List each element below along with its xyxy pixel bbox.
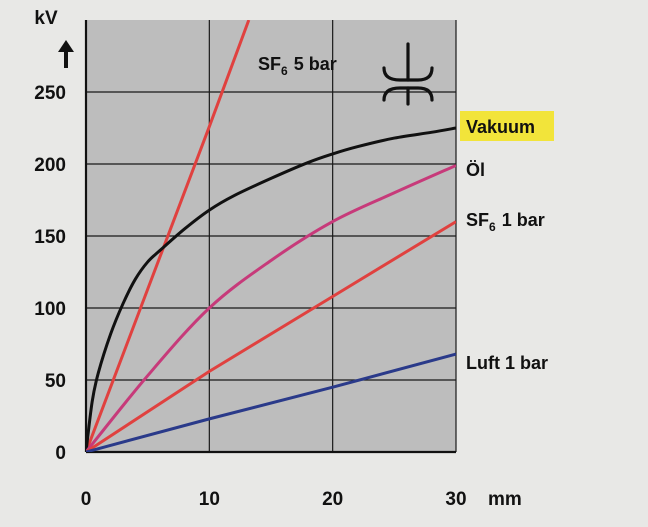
- series-label-highlight: [460, 111, 554, 141]
- y-tick-label: 50: [45, 371, 66, 392]
- series-line-sf6-5-bar: [86, 20, 251, 452]
- series-line-sf6-1-bar: [86, 220, 456, 452]
- series-line-vakuum: [86, 126, 456, 452]
- x-unit-label: mm: [488, 489, 522, 510]
- y-unit-label: kV: [34, 8, 58, 29]
- series-line-luft-1-bar: [86, 352, 456, 452]
- x-tick-label: 20: [322, 489, 343, 510]
- y-tick-label: 200: [34, 155, 66, 176]
- series-label-sf6-1-bar: SF6 1 bar: [466, 210, 545, 234]
- series-label-luft-1-bar: Luft 1 bar: [466, 353, 548, 373]
- series-labels: SF6 5 bar Vakuum Öl SF6 1 bar Luft 1 bar: [258, 54, 554, 373]
- x-tick-label: 10: [199, 489, 220, 510]
- x-tick-label: 0: [81, 489, 92, 510]
- y-tick-label: 150: [34, 227, 66, 248]
- x-tick-label: 30: [445, 489, 466, 510]
- y-tick-label: 250: [34, 83, 66, 104]
- axis-labels: 0 50 100 150 200 250 0 10 20 30 kV mm: [34, 8, 522, 510]
- series-line--l: [86, 164, 456, 452]
- y-axis-arrow-icon: [58, 40, 74, 52]
- series-label--l: Öl: [466, 160, 485, 180]
- y-tick-label: 100: [34, 299, 66, 320]
- vacuum-interrupter-contacts-icon: [382, 42, 434, 106]
- series-layer: [86, 20, 456, 452]
- y-tick-label: 0: [55, 443, 66, 464]
- series-label-sf6-5-bar: SF6 5 bar: [258, 54, 337, 78]
- grid: [84, 20, 457, 454]
- series-label-vakuum: Vakuum: [466, 117, 535, 137]
